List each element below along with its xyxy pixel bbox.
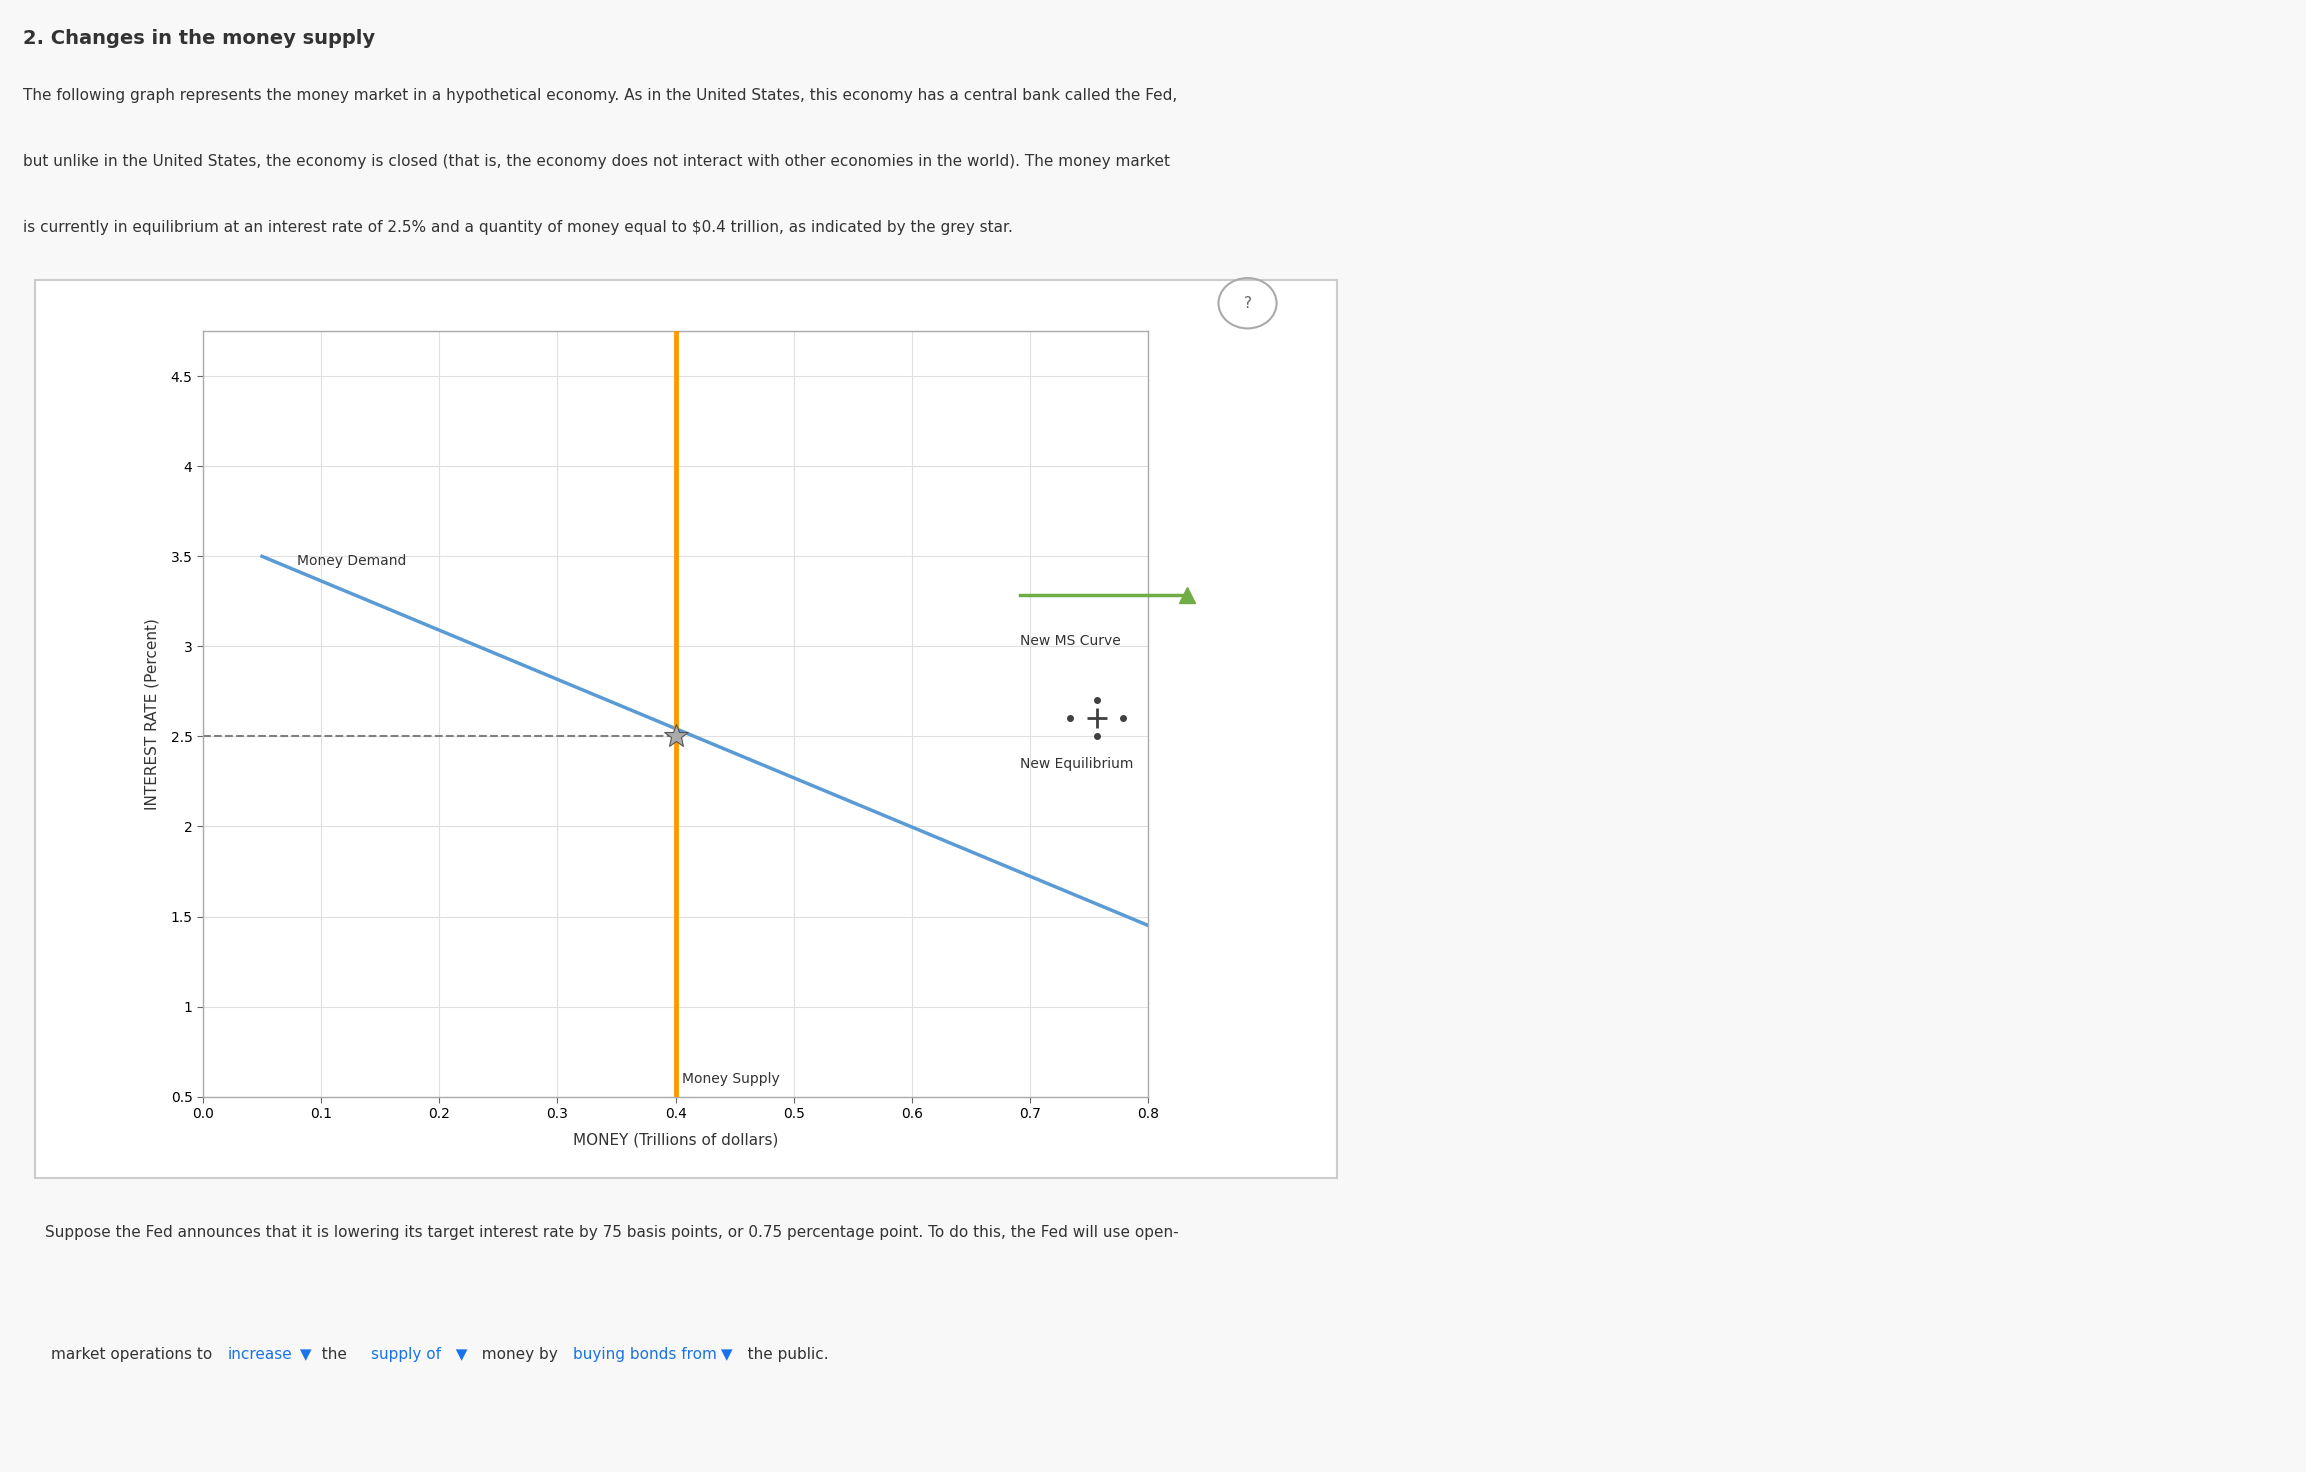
Text: ▼: ▼	[295, 1347, 311, 1362]
Text: market operations to: market operations to	[51, 1347, 217, 1362]
Text: increase: increase	[228, 1347, 293, 1362]
X-axis label: MONEY (Trillions of dollars): MONEY (Trillions of dollars)	[572, 1132, 779, 1147]
Text: ▼: ▼	[715, 1347, 733, 1362]
Text: Suppose the Fed announces that it is lowering its target interest rate by 75 bas: Suppose the Fed announces that it is low…	[46, 1225, 1178, 1239]
Text: 2. Changes in the money supply: 2. Changes in the money supply	[23, 29, 376, 49]
Y-axis label: INTEREST RATE (Percent): INTEREST RATE (Percent)	[145, 618, 159, 810]
Text: ▼: ▼	[447, 1347, 468, 1362]
Text: the public.: the public.	[733, 1347, 828, 1362]
Text: Money Demand: Money Demand	[297, 555, 406, 568]
Text: is currently in equilibrium at an interest rate of 2.5% and a quantity of money : is currently in equilibrium at an intere…	[23, 221, 1012, 236]
Text: buying bonds from: buying bonds from	[572, 1347, 717, 1362]
Text: the: the	[311, 1347, 357, 1362]
Text: New MS Curve: New MS Curve	[1019, 633, 1121, 648]
Text: supply of: supply of	[371, 1347, 440, 1362]
Text: but unlike in the United States, the economy is closed (that is, the economy doe: but unlike in the United States, the eco…	[23, 155, 1169, 169]
Text: Money Supply: Money Supply	[683, 1072, 779, 1086]
Text: ?: ?	[1243, 296, 1252, 311]
Text: The following graph represents the money market in a hypothetical economy. As in: The following graph represents the money…	[23, 88, 1178, 103]
Text: New Equilibrium: New Equilibrium	[1019, 757, 1132, 771]
Text: money by: money by	[470, 1347, 567, 1362]
